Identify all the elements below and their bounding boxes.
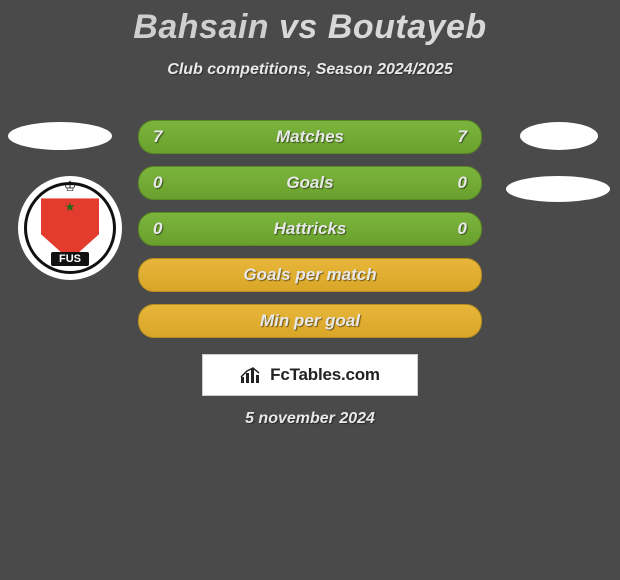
branding-text: FcTables.com: [270, 365, 380, 385]
player-2-name: Boutayeb: [328, 8, 487, 46]
placeholder-oval-left: [8, 122, 112, 150]
stat-right-value: 0: [458, 219, 467, 239]
player-1-name: Bahsain: [133, 8, 269, 46]
stats-panel: 7 Matches 7 0 Goals 0 0 Hattricks 0 Goal…: [138, 120, 482, 350]
stat-label: Matches: [276, 127, 344, 147]
placeholder-oval-right-2: [506, 176, 610, 202]
stat-label: Min per goal: [260, 311, 360, 331]
date-line: 5 november 2024: [245, 410, 375, 428]
stat-left-value: 7: [153, 127, 162, 147]
stat-right-value: 7: [458, 127, 467, 147]
stat-row-matches: 7 Matches 7: [138, 120, 482, 154]
vs-separator: vs: [269, 8, 328, 46]
stat-left-value: 0: [153, 173, 162, 193]
stat-row-hattricks: 0 Hattricks 0: [138, 212, 482, 246]
chart-icon: [240, 365, 264, 385]
placeholder-oval-right-1: [520, 122, 598, 150]
stat-row-min-per-goal: Min per goal: [138, 304, 482, 338]
stat-row-goals-per-match: Goals per match: [138, 258, 482, 292]
stat-label: Goals per match: [243, 265, 376, 285]
stat-right-value: 0: [458, 173, 467, 193]
stat-label: Goals: [286, 173, 333, 193]
crest-abbr: FUS: [51, 252, 89, 266]
stat-label: Hattricks: [274, 219, 347, 239]
branding-box[interactable]: FcTables.com: [202, 354, 418, 396]
stat-left-value: 0: [153, 219, 162, 239]
crown-icon: ♔: [64, 178, 77, 195]
subtitle: Club competitions, Season 2024/2025: [0, 61, 620, 79]
club-crest: ♔ ★ FUS: [18, 176, 122, 280]
star-icon: ★: [65, 200, 76, 214]
stat-row-goals: 0 Goals 0: [138, 166, 482, 200]
page-title: Bahsain vs Boutayeb: [0, 0, 620, 47]
